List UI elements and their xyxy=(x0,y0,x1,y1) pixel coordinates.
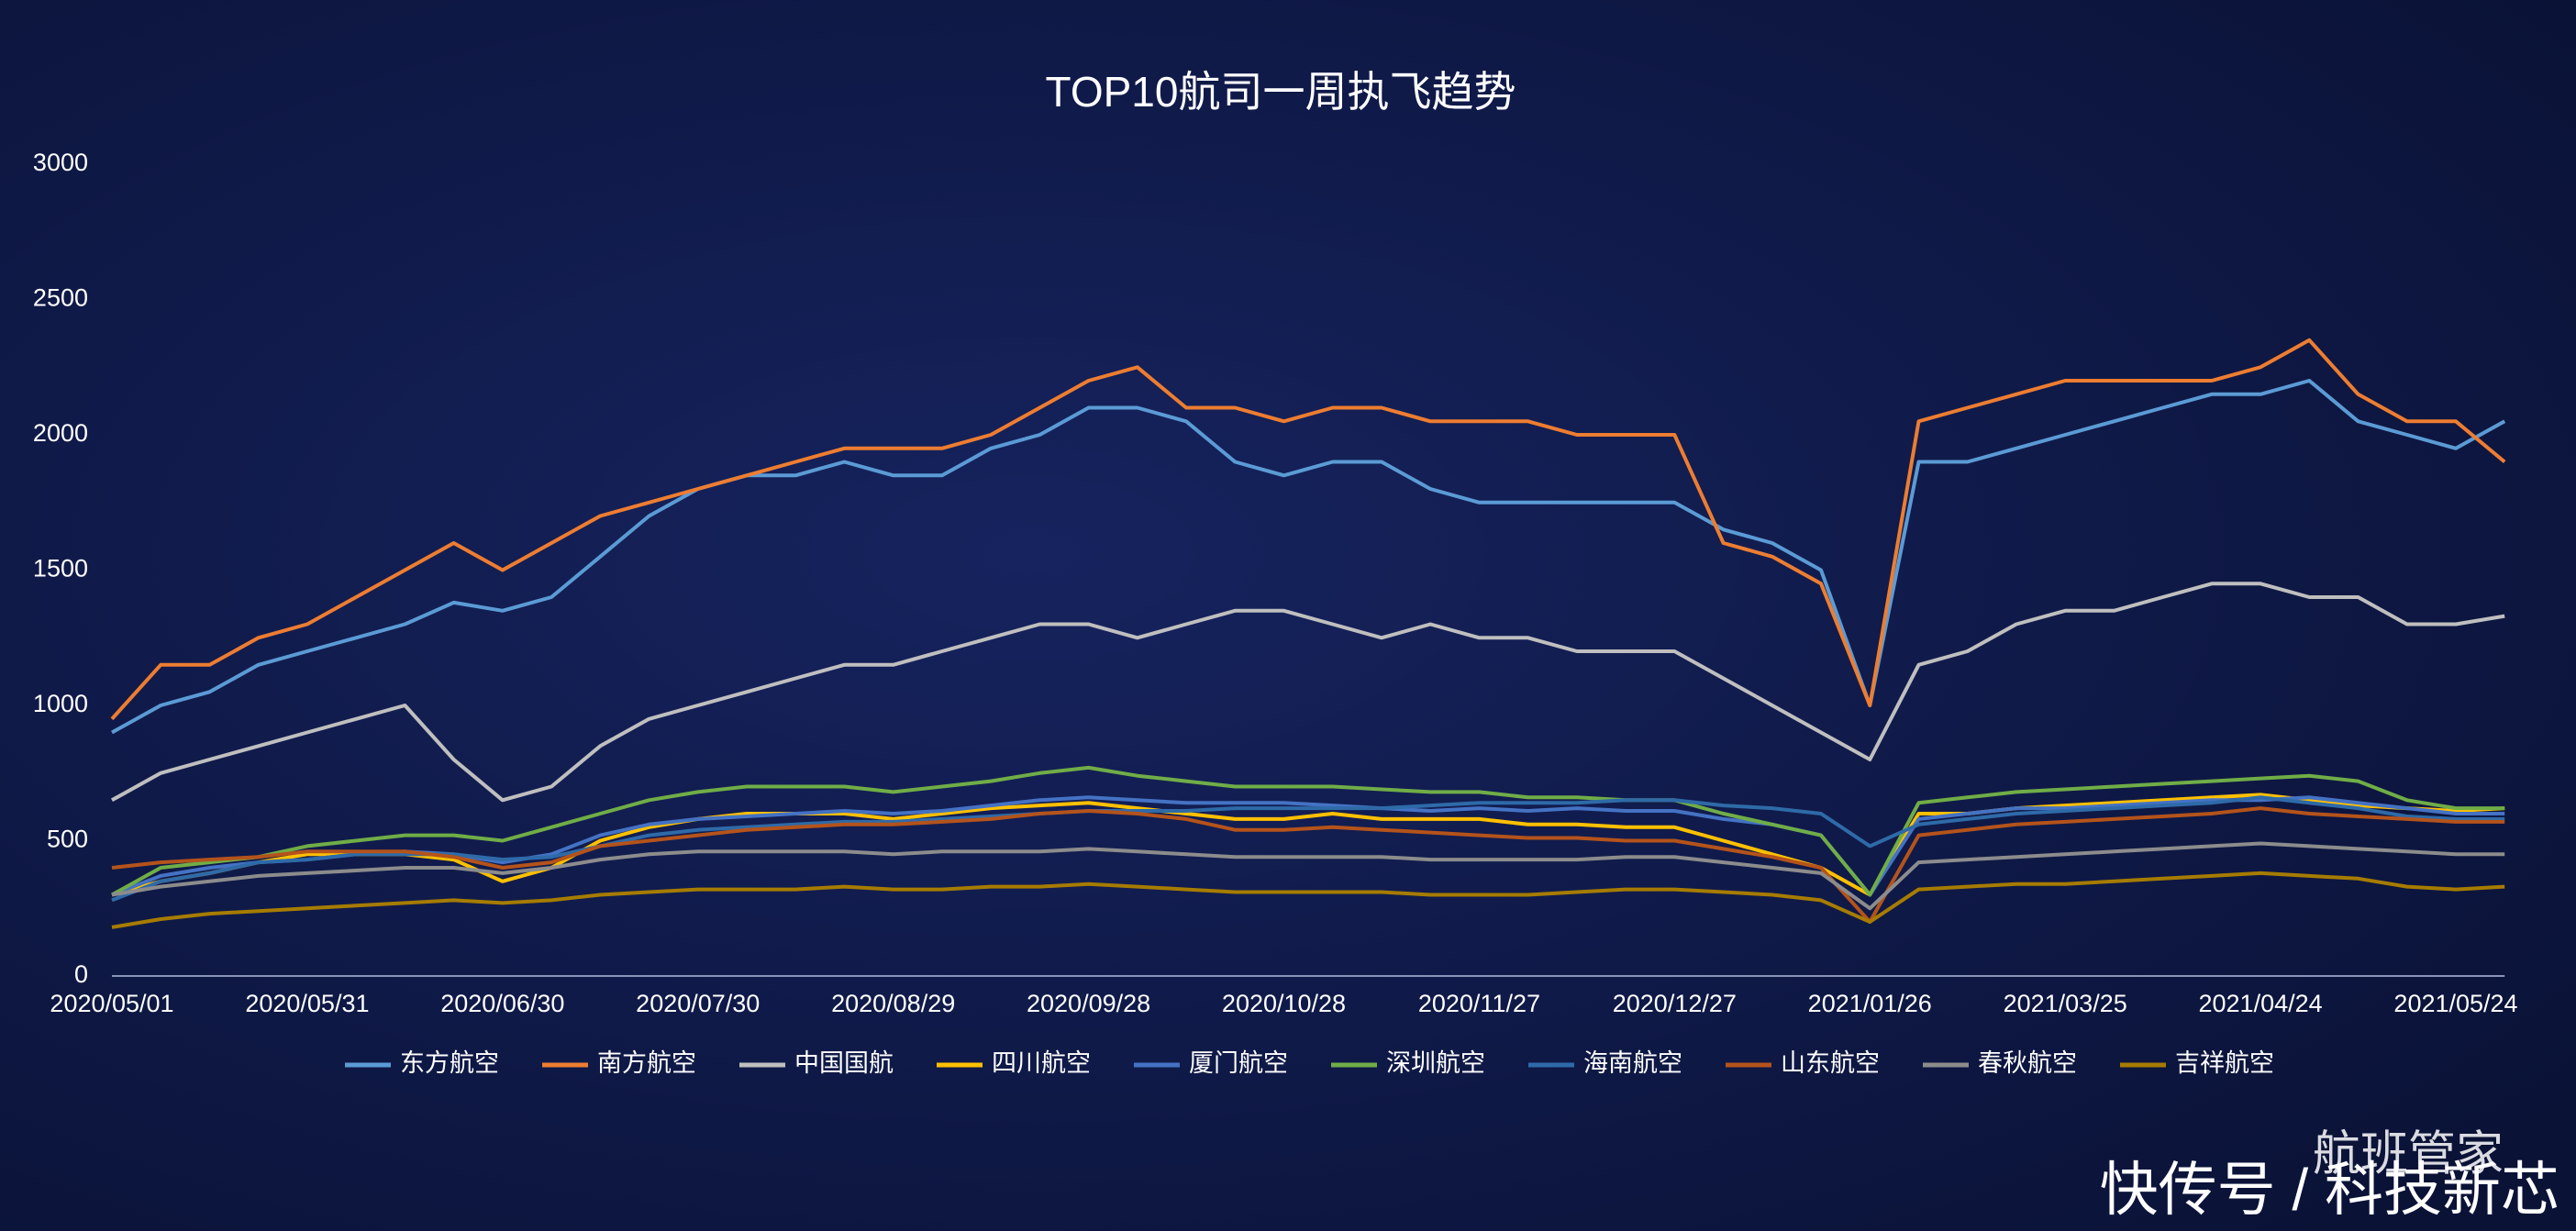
x-tick-label: 2020/06/30 xyxy=(440,990,564,1017)
logo-text: 航班管家 xyxy=(2313,1128,2504,1181)
series-line xyxy=(111,871,2505,929)
legend-label: 南方航空 xyxy=(597,1049,696,1077)
y-tick-label: 1000 xyxy=(33,690,88,717)
x-tick-label: 2020/08/29 xyxy=(831,990,955,1017)
x-tick-label: 2020/05/31 xyxy=(245,990,369,1017)
legend-label: 厦门航空 xyxy=(1189,1049,1288,1077)
series-line xyxy=(111,379,2506,735)
series-line xyxy=(111,582,2505,803)
legend-label: 四川航空 xyxy=(992,1049,1091,1077)
watermark: 快传号 / 科技新芯 xyxy=(2100,1157,2559,1223)
y-tick-label: 2000 xyxy=(33,419,88,447)
x-tick-label: 2021/05/24 xyxy=(2393,990,2517,1017)
series-line xyxy=(110,338,2506,721)
legend-label: 吉祥航空 xyxy=(2175,1049,2274,1077)
legend-label: 春秋航空 xyxy=(1978,1049,2077,1077)
y-tick-label: 3000 xyxy=(33,149,88,176)
legend-label: 山东航空 xyxy=(1781,1049,1880,1077)
legend-label: 东方航空 xyxy=(400,1049,499,1077)
x-tick-label: 2021/03/25 xyxy=(2004,990,2127,1017)
x-tick-label: 2020/11/27 xyxy=(1418,990,1540,1017)
legend-label: 海南航空 xyxy=(1583,1049,1682,1077)
x-tick-label: 2021/01/26 xyxy=(1808,990,1932,1017)
series-line xyxy=(111,795,2505,897)
x-tick-label: 2020/09/28 xyxy=(1027,990,1150,1017)
x-tick-label: 2020/07/30 xyxy=(636,990,760,1017)
series-line xyxy=(111,795,2505,903)
series-line xyxy=(111,841,2505,911)
legend-label: 中国国航 xyxy=(794,1049,894,1077)
series-line xyxy=(111,793,2505,897)
x-tick-label: 2020/10/28 xyxy=(1222,990,1346,1017)
x-tick-label: 2020/12/27 xyxy=(1613,990,1737,1017)
x-tick-label: 2021/04/24 xyxy=(2199,990,2323,1017)
y-tick-label: 0 xyxy=(74,960,88,988)
x-tick-label: 2020/05/01 xyxy=(50,990,173,1017)
y-tick-label: 1500 xyxy=(33,555,88,582)
legend-label: 深圳航空 xyxy=(1386,1049,1485,1077)
series-line xyxy=(111,765,2505,897)
y-tick-label: 500 xyxy=(47,826,88,853)
y-tick-label: 2500 xyxy=(33,284,88,312)
chart-title: TOP10航司一周执飞趋势 xyxy=(1046,68,1516,116)
series-line xyxy=(111,806,2505,924)
